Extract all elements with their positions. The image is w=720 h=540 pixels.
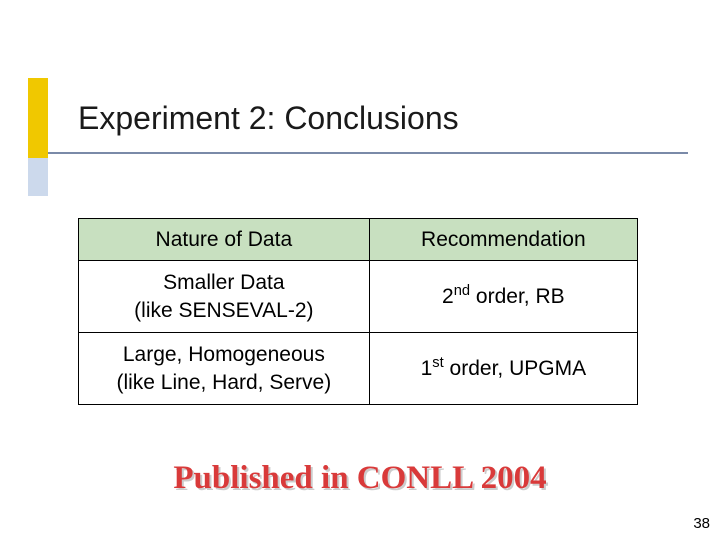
cell-nature: Smaller Data (like SENSEVAL-2): [79, 261, 370, 333]
table-row: Large, Homogeneous (like Line, Hard, Ser…: [79, 333, 638, 405]
col-header-recommendation: Recommendation: [369, 219, 637, 261]
accent-blue-bar: [28, 158, 48, 196]
cell-nature: Large, Homogeneous (like Line, Hard, Ser…: [79, 333, 370, 405]
title-underline: [48, 152, 688, 154]
conclusions-table: Nature of Data Recommendation Smaller Da…: [78, 218, 638, 405]
cell-text-line: (like SENSEVAL-2): [134, 299, 313, 322]
table-header-row: Nature of Data Recommendation: [79, 219, 638, 261]
cell-recommendation: 2nd order, RB: [369, 261, 637, 333]
ord-super: st: [432, 355, 443, 371]
ord-suffix: order, UPGMA: [444, 357, 586, 380]
table-row: Smaller Data (like SENSEVAL-2) 2nd order…: [79, 261, 638, 333]
slide-title: Experiment 2: Conclusions: [78, 100, 459, 137]
ord-super: nd: [454, 283, 470, 299]
footer-citation: Published in CONLL 2004: [0, 460, 720, 497]
cell-text-line: Smaller Data: [163, 271, 284, 294]
ord-prefix: 2: [442, 285, 454, 308]
cell-text-line: Large, Homogeneous: [123, 343, 325, 366]
page-number: 38: [693, 515, 710, 532]
ord-prefix: 1: [421, 357, 433, 380]
col-header-nature: Nature of Data: [79, 219, 370, 261]
cell-text-line: (like Line, Hard, Serve): [116, 371, 331, 394]
ord-suffix: order, RB: [470, 285, 565, 308]
cell-recommendation: 1st order, UPGMA: [369, 333, 637, 405]
